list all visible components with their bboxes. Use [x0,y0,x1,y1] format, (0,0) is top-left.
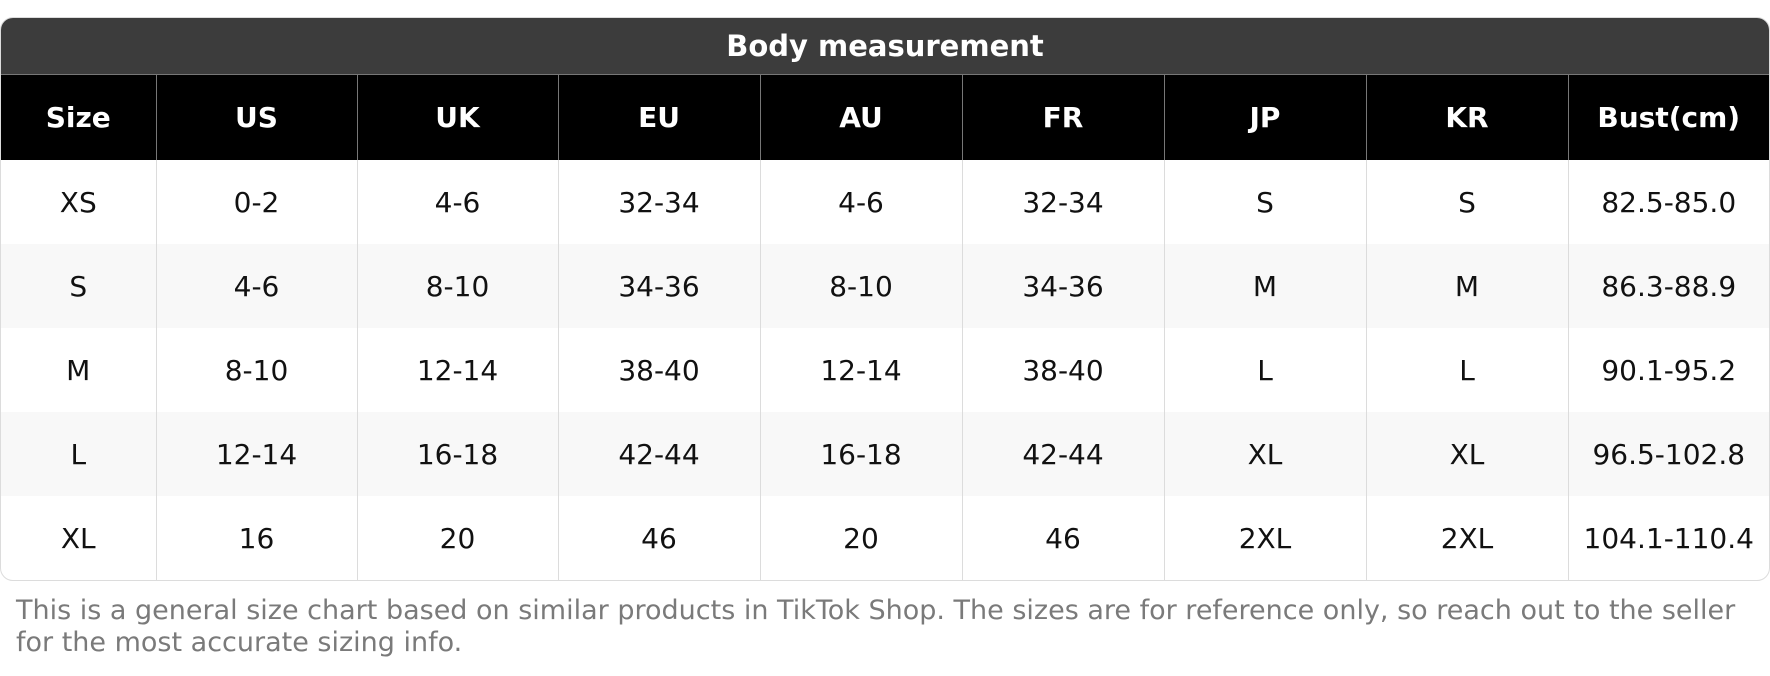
table-title: Body measurement [1,18,1769,74]
table-cell: M [66,353,91,387]
table-cell: 2XL [1365,496,1568,580]
table-cell: 32-34 [961,160,1164,244]
table-cell: 42-44 [557,412,760,496]
header-cell: AU [759,74,962,160]
table-cell: 46 [557,496,760,580]
table-cell: 16-18 [759,412,962,496]
table-cell: 4-6 [356,160,558,244]
table-cell: 34-36 [557,244,760,328]
table-cell: 8-10 [155,328,357,412]
table-cell: XL [1365,412,1568,496]
table-cell: XL [1163,412,1366,496]
table-body: XS 0-2 4-6 32-34 4-6 32-34 S S 82.5-85.0 S 4-6 8-10… [1,160,1769,580]
table-row: XL 16 20 46 20 46 2XL 2XL 104.1-110.4 [1,496,1769,580]
table-cell: M [1163,244,1366,328]
table-cell: 42-44 [961,412,1164,496]
header-row: Size US UK EU AU FR JP KR Bust(cm) [1,74,1769,160]
table-cell: 12-14 [356,328,558,412]
header-cell: JP [1163,74,1366,160]
table-cell: 38-40 [557,328,760,412]
table-cell: S [1365,160,1568,244]
table-cell: 12-14 [759,328,962,412]
table-cell: 8-10 [759,244,962,328]
table-cell: 20 [356,496,558,580]
header-cell: Size [1,74,156,160]
table-cell: 20 [759,496,962,580]
table-cell: 16-18 [356,412,558,496]
header-cell: FR [961,74,1164,160]
footnote: This is a general size chart based on si… [16,595,1736,658]
table-cell: 38-40 [961,328,1164,412]
table-cell: 4-6 [759,160,962,244]
table-cell: XL [60,521,96,555]
table-cell: 12-14 [155,412,357,496]
header-cell: US [155,74,357,160]
table-cell: S [1,244,156,328]
size-chart: Body measurement Size US UK EU AU FR JP KR Bust(… [0,17,1770,581]
table-cell: 96.5-102.8 [1567,412,1769,496]
table-cell: L [1365,328,1568,412]
table-cell: M [1365,244,1568,328]
table-cell: 32-34 [557,160,760,244]
table-cell: 104.1-110.4 [1567,496,1769,580]
table-row: S 4-6 8-10 34-36 8-10 34-36 M M 86.3-88.9 [1,244,1769,328]
table-cell: 16 [155,496,357,580]
table-cell: 86.3-88.9 [1567,244,1769,328]
table-cell: S [1163,160,1366,244]
table-cell: 0-2 [155,160,357,244]
header-cell: Bust(cm) [1567,74,1769,160]
table-row: L 12-14 16-18 42-44 16-18 42-44 XL XL 96.5-102.8 [1,412,1769,496]
header-cell: KR [1365,74,1568,160]
size-table: Size US UK EU AU FR JP KR Bust(cm) XS 0-2 4-6 32-34… [1,74,1769,580]
table-cell: 34-36 [961,244,1164,328]
table-row: M 8-10 12-14 38-40 12-14 38-40 L L 90.1-95.2 [1,328,1769,412]
table-cell: L [1,412,156,496]
table-row: XS 0-2 4-6 32-34 4-6 32-34 S S 82.5-85.0 [1,160,1769,244]
header-cell: EU [557,74,760,160]
table-cell: 46 [961,496,1164,580]
table-cell: 2XL [1163,496,1366,580]
table-cell: 90.1-95.2 [1567,328,1769,412]
table-cell: 8-10 [356,244,558,328]
header-cell: UK [356,74,558,160]
table-cell: 82.5-85.0 [1567,160,1769,244]
table-cell: L [1163,328,1366,412]
table-cell: 4-6 [155,244,357,328]
table-cell: XS [59,185,97,219]
